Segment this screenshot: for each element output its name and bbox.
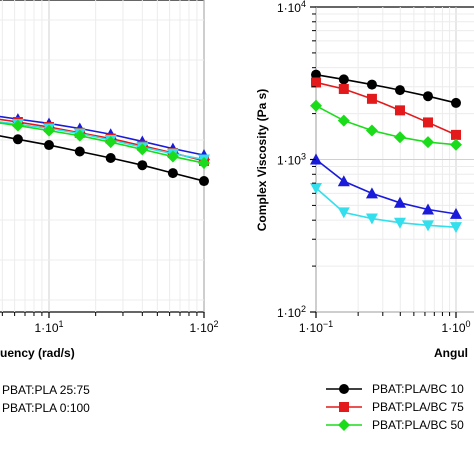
left-legend-label: PBAT:PLA 25:75 [2,383,90,397]
right-legend-label: PBAT:PLA/BC 50 [372,418,464,432]
right-y-axis-label: Complex Viscosity (Pa s) [255,89,269,232]
right-data-point [451,97,461,108]
left-data-point [198,157,210,170]
right-data-point [337,114,350,127]
right-series-line [315,81,457,136]
right-legend-marker [339,402,349,412]
right-data-point [338,74,349,85]
right-data-point [422,203,435,215]
right-legend-label: PBAT:PLA/BC 75 [372,400,464,414]
right-data-point [366,79,377,90]
right-data-point [365,187,378,199]
left-series-line [0,118,205,162]
right-legend-item: PBAT:PLA/BC 50 [326,418,464,432]
left-data-point [166,150,179,163]
right-legend-label: PBAT:PLA/BC 10 [372,382,464,396]
right-data-point [366,93,377,104]
right-data-point [423,91,434,102]
right-data-point [338,83,349,94]
right-data-point [337,175,350,187]
left-data-point [105,153,116,163]
left-data-point [136,143,149,156]
right-x-ticks: 1·10−1 1·100 [299,312,471,335]
right-grid [315,7,474,313]
right-data-point [422,136,435,149]
right-data-point [310,183,322,195]
right-data-point [394,105,405,116]
right-y-tick-label: 1·103 [277,152,306,168]
right-series-4 [310,183,462,234]
left-data-point [137,160,148,171]
right-data-point [393,131,406,144]
left-data-point [167,168,178,179]
left-data-point [44,140,54,151]
right-data-point [422,220,435,232]
left-data-point [43,124,55,137]
right-series-group [310,69,462,234]
right-data-point [311,69,321,80]
right-series-2 [310,99,462,151]
right-data-point [394,85,405,96]
right-legend-item: PBAT:PLA/BC 75 [326,400,464,414]
right-data-point [450,138,462,151]
right-x-tick-label: 1·10−1 [299,319,333,335]
left-x-tick-label: 1·102 [189,319,218,335]
left-series-line [0,135,205,182]
left-series-3 [0,119,210,170]
left-series-4 [0,134,209,187]
right-data-point [450,222,462,234]
left-legend-label: PBAT:PLA 0:100 [2,401,90,415]
left-legend: PBAT:PLA 25:75 PBAT:PLA 0:100 [2,383,90,415]
left-data-point [12,134,23,145]
left-series-0 [0,113,210,161]
right-y-ticks: 1·104 1·103 1·102 [277,0,316,320]
left-data-point [104,136,117,149]
right-series-line [315,73,457,104]
right-series-0 [311,69,461,108]
right-x-axis-label: Angul [434,346,468,360]
left-data-point [74,146,85,157]
left-series-group [0,113,210,187]
right-data-point [423,117,434,128]
right-series-3 [310,153,462,219]
right-data-point [393,196,406,208]
right-legend-item: PBAT:PLA/BC 10 [326,382,464,396]
right-data-point [310,99,322,112]
right-data-point [365,124,378,137]
left-data-point [73,129,86,142]
right-chart-panel: 1·104 1·103 1·102 1·10−1 1·100 Complex Visc… [255,0,474,360]
right-y-tick-label: 1·104 [277,0,306,15]
right-series-line [315,158,457,215]
left-series-line [0,122,205,164]
right-legend: PBAT:PLA/BC 10 PBAT:PLA/BC 75 PBAT:PLA/BC … [326,382,464,432]
left-data-point [11,119,24,132]
right-data-point [450,207,462,219]
right-series-1 [311,77,461,140]
left-data-point [199,176,209,187]
right-data-point [365,213,378,225]
right-x-tick-label: 1·100 [441,319,470,335]
left-x-axis-label: uency (rad/s) [0,346,75,360]
right-data-point [393,217,406,229]
left-x-ticks: 1·101 1·102 [1,312,219,335]
right-data-point [451,129,461,140]
right-y-tick-label: 1·102 [277,304,306,320]
right-data-point [311,77,321,88]
left-x-tick-label: 1·101 [34,319,63,335]
right-data-point [337,207,350,219]
left-chart-panel: 1·101 1·102 uency (rad/s) [0,0,219,360]
right-series-line [315,187,457,228]
right-legend-marker [339,384,349,394]
right-legend-marker [338,419,350,431]
